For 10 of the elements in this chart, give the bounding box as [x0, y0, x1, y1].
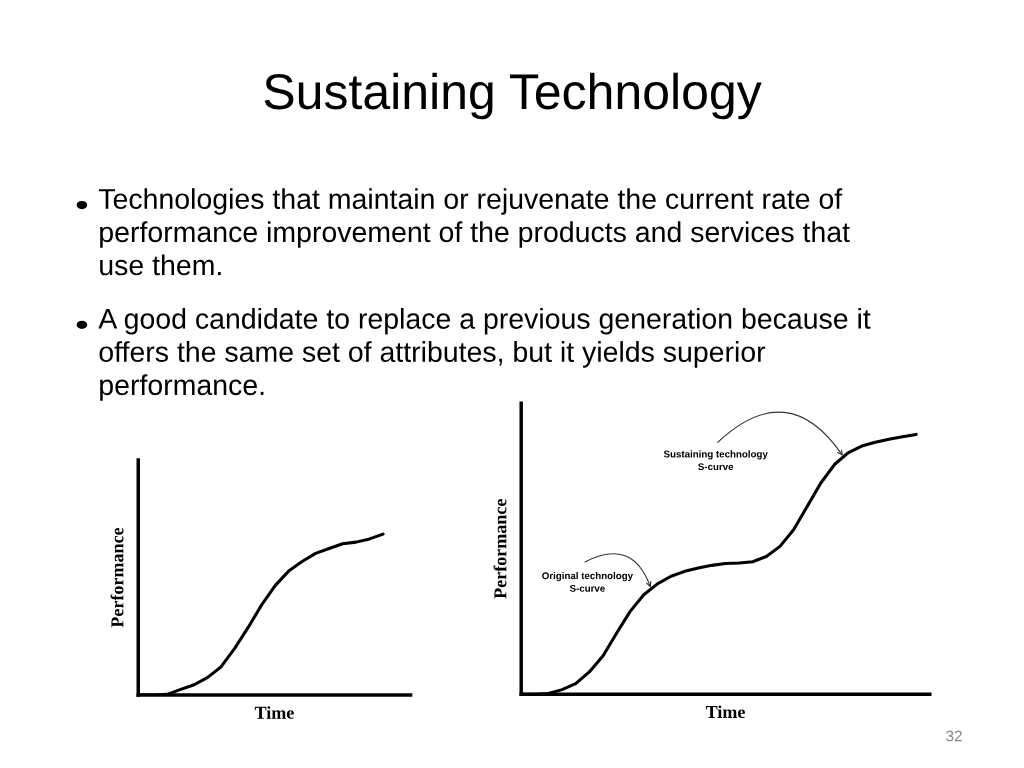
y-axis-title: Performance [493, 499, 507, 599]
annotation: Sustaining technology S-curve [663, 450, 768, 471]
text: A good candidate to replace a previous generation because it offers the same set of attributes, but it yields superior performance. [98, 307, 871, 401]
text: Sustaining Technology [264, 72, 762, 120]
x-axis-title: Time [705, 705, 745, 719]
text: 32 [946, 730, 962, 742]
x-axis-title: Time [254, 706, 294, 719]
annotation: Original technology S-curve [542, 572, 633, 592]
text: Technologies that maintain or rejuvenate the current rate of performance improvement of the products and services that use them. [98, 188, 850, 276]
y-axis-title: Performance [110, 527, 124, 628]
